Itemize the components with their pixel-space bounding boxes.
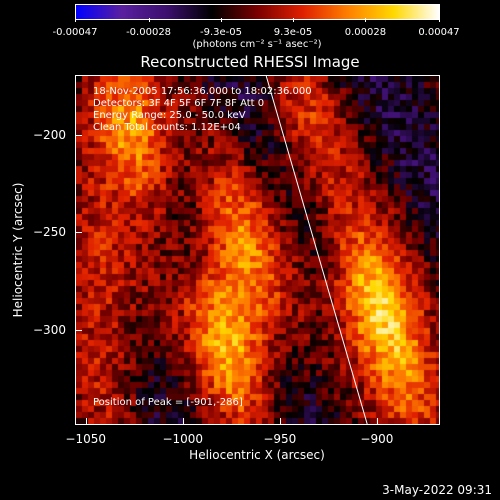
x-axis-label: Heliocentric X (arcsec)	[189, 448, 325, 462]
x-tick-label: −1050	[65, 432, 106, 446]
colorbar-tick-label: 0.00028	[344, 27, 387, 38]
colorbar-tick-mark	[293, 18, 294, 22]
y-tick-label: −300	[33, 323, 66, 338]
x-tick-label: −900	[360, 432, 394, 446]
clean-counts-label: Clean Total counts: 1.12E+04	[93, 122, 241, 133]
colorbar	[75, 4, 440, 20]
colorbar-tick-label: -9.3e-05	[199, 27, 242, 38]
colorbar-tick-mark	[365, 18, 367, 22]
y-axis-label: Heliocentric Y (arcsec)	[11, 182, 25, 318]
colorbar-tick-label: 0.00047	[418, 27, 460, 38]
time-range-label: 18-Nov-2005 17:56:36.000 to 18:02:36.000	[93, 86, 312, 97]
y-tick-label: −200	[33, 127, 66, 142]
solar-limb-line	[265, 76, 368, 424]
x-tick-mark	[376, 418, 378, 424]
heatmap-image	[76, 76, 439, 424]
limb-line-layer	[265, 76, 368, 424]
y-tick-mark	[76, 134, 82, 136]
peak-position-label: Position of Peak = [-901,-286]	[93, 397, 243, 408]
x-tick-mark	[85, 418, 87, 424]
colorbar-tick-label: -0.00047	[52, 27, 98, 38]
colorbar-tick-label: 9.3e-05	[273, 27, 313, 38]
x-tick-label: −950	[263, 432, 297, 446]
chart-title: Reconstructed RHESSI Image	[140, 53, 360, 71]
detectors-label: Detectors: 3F 4F 5F 6F 7F 8F Att 0	[93, 98, 265, 109]
y-tick-label: −250	[33, 225, 66, 240]
y-tick-mark	[76, 330, 82, 332]
colorbar-units: (photons cm⁻² s⁻¹ asec⁻²)	[192, 39, 322, 50]
colorbar-tick-mark	[148, 18, 150, 22]
x-tick-label: −1000	[162, 432, 204, 446]
colorbar-tick-label: -0.00028	[126, 27, 172, 38]
y-tick-mark	[76, 232, 82, 234]
colorbar-tick-mark	[220, 18, 222, 22]
colorbar-tick-mark	[75, 18, 76, 22]
plot-area: 18-Nov-2005 17:56:36.000 to 18:02:36.000…	[75, 75, 440, 425]
energy-range-label: Energy Range: 25.0 - 50.0 keV	[93, 110, 246, 121]
x-tick-mark	[279, 418, 281, 424]
x-tick-mark	[182, 418, 184, 424]
plot-timestamp: 3-May-2022 09:31	[382, 483, 492, 497]
colorbar-tick-mark	[439, 18, 440, 22]
